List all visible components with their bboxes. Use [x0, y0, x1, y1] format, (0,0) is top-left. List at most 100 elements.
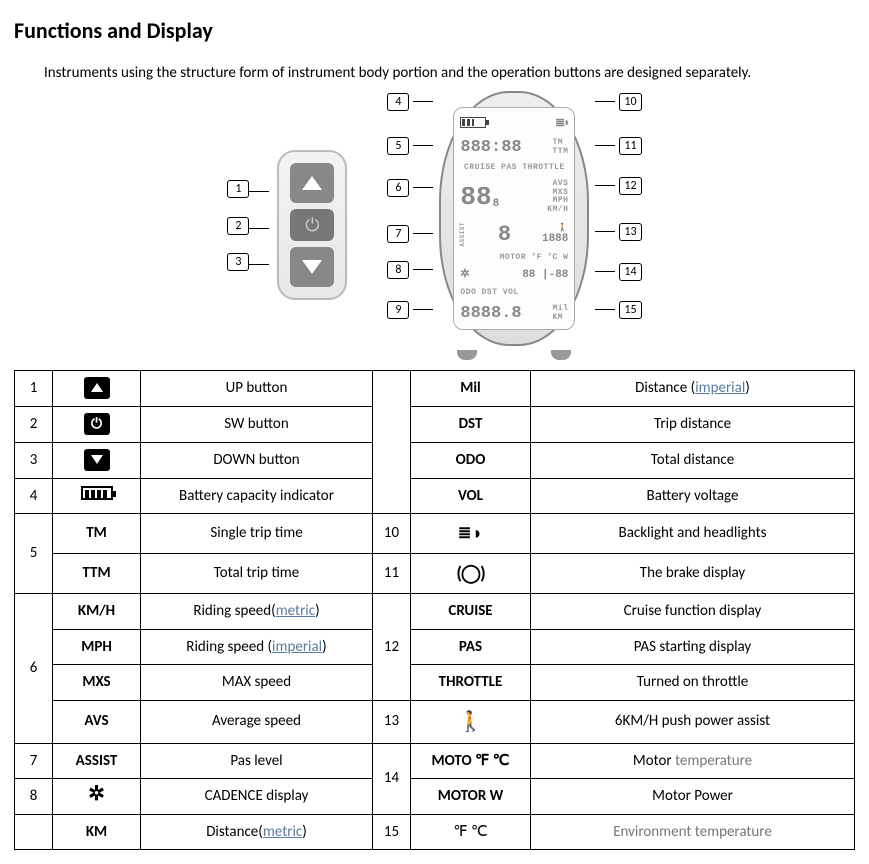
row-number: 8	[15, 779, 53, 815]
lcd-time-units: TMTTM	[553, 139, 569, 157]
row-symbol: TTM	[53, 554, 141, 594]
left-callouts: 4 5 6 7 8 9	[387, 91, 433, 319]
row-desc-right: Motor temperature	[531, 743, 855, 779]
lcd-assist: 8	[498, 224, 511, 246]
row-symbol-right: ODO	[411, 442, 531, 478]
lcd-odometer: 8888.8	[460, 305, 521, 322]
table-row: 4 Battery capacity indicator VOLBattery vo…	[15, 478, 855, 514]
power-button-icon: ⏻	[290, 209, 334, 241]
row-number: 7	[15, 743, 53, 779]
callout-14: 14	[619, 263, 641, 281]
row-number: 6	[15, 594, 53, 744]
row-number: 1	[15, 370, 53, 406]
row-symbol: MPH	[53, 629, 141, 665]
lcd-speed: 88	[460, 184, 491, 210]
lcd-temp: 88 |-88	[522, 270, 568, 281]
callout-4: 4	[387, 93, 409, 111]
row-number: 2	[15, 406, 53, 442]
remote-diagram: 1 2 3 ⏻	[227, 150, 347, 300]
row-symbol: ✲	[53, 779, 141, 815]
callout-10: 10	[619, 93, 641, 111]
headlight-icon: ≣◗	[555, 114, 568, 132]
table-row: 3DOWN buttonODOTotal distance	[15, 442, 855, 478]
diagram: 1 2 3 ⏻ 4 5 6 7 8 9 ≣◗	[14, 91, 855, 360]
row-number	[15, 814, 53, 850]
callout-9: 9	[387, 301, 409, 319]
lcd-speed-units: AVSMXS MPHKM/H	[547, 180, 568, 215]
lcd-modes: CRUISE PAS THROTTLE	[460, 164, 568, 173]
row-desc: Riding speed (imperial)	[141, 629, 373, 665]
table-row: KMDistance(metric)15℉ ℃Environment tempe…	[15, 814, 855, 850]
row-symbol: MXS	[53, 665, 141, 701]
table-row: TTMTotal trip time11(◯)The brake display	[15, 554, 855, 594]
callout-13: 13	[619, 223, 641, 241]
row-desc-right: Trip distance	[531, 406, 855, 442]
row-desc: Distance(metric)	[141, 814, 373, 850]
row-symbol-right: MOTO ℉ ℃	[411, 743, 531, 779]
display-body: ≣◗ 888:88 TMTTM CRUISE PAS THROTTLE 88 8	[439, 91, 589, 360]
row-desc: Riding speed(metric)	[141, 594, 373, 630]
row-desc-right: Cruise function display	[531, 594, 855, 630]
right-callouts: 10 11 12 13 14 15	[595, 91, 641, 319]
remote-callouts: 1 2 3	[227, 177, 269, 273]
row-desc: Total trip time	[141, 554, 373, 594]
callout-3: 3	[227, 253, 249, 271]
row-symbol-right: DST	[411, 406, 531, 442]
row-desc-right: Motor Power	[531, 779, 855, 815]
row-symbol-right: VOL	[411, 478, 531, 514]
row-number-right: 10	[373, 514, 411, 554]
row-symbol: AVS	[53, 700, 141, 743]
table-row: 2⏻SW button DSTTrip distance	[15, 406, 855, 442]
row-desc-right: Backlight and headlights	[531, 514, 855, 554]
callout-5: 5	[387, 137, 409, 155]
battery-icon	[460, 117, 486, 128]
row-number: 4	[15, 478, 53, 514]
row-desc: Average speed	[141, 700, 373, 743]
row-number: 3	[15, 442, 53, 478]
row-number-right: 13	[373, 700, 411, 743]
row-symbol-right: Mil	[411, 370, 531, 406]
table-row: AVSAverage speed13🚶6KM/H push power assi…	[15, 700, 855, 743]
row-symbol: KM	[53, 814, 141, 850]
row-desc: Pas level	[141, 743, 373, 779]
row-desc-right: PAS starting display	[531, 629, 855, 665]
row-symbol-right: MOTOR W	[411, 779, 531, 815]
callout-2: 2	[227, 217, 249, 235]
callout-7: 7	[387, 225, 409, 243]
row-symbol-right	[411, 514, 531, 554]
legend-table: 1UP buttonMilDistance (imperial)2⏻SW but…	[14, 370, 855, 851]
row-symbol-right: (◯)	[411, 554, 531, 594]
row-number-right: 15	[373, 814, 411, 850]
row-desc: Battery capacity indicator	[141, 478, 373, 514]
table-row: MPHRiding speed (imperial) PASPAS startin…	[15, 629, 855, 665]
row-desc: DOWN button	[141, 442, 373, 478]
table-row: 1UP buttonMilDistance (imperial)	[15, 370, 855, 406]
row-number-right: 14	[373, 743, 411, 814]
row-symbol-right: PAS	[411, 629, 531, 665]
lcd-motor-watts: 1888	[542, 234, 568, 245]
row-number: 5	[15, 514, 53, 594]
row-symbol: ASSIST	[53, 743, 141, 779]
row-desc-right: Turned on throttle	[531, 665, 855, 701]
row-symbol	[53, 442, 141, 478]
row-symbol: KM/H	[53, 594, 141, 630]
row-desc-right: Battery voltage	[531, 478, 855, 514]
row-desc: SW button	[141, 406, 373, 442]
row-desc-right: The brake display	[531, 554, 855, 594]
row-desc-right: 6KM/H push power assist	[531, 700, 855, 743]
table-row: 7ASSISTPas level14MOTO ℉ ℃Motor temperat…	[15, 743, 855, 779]
row-desc: Single trip time	[141, 514, 373, 554]
callout-15: 15	[619, 301, 641, 319]
row-desc: CADENCE display	[141, 779, 373, 815]
remote-body: ⏻	[277, 150, 347, 300]
callout-6: 6	[387, 179, 409, 197]
row-number-right: 12	[373, 594, 411, 701]
down-button-icon	[290, 247, 334, 287]
callout-1: 1	[227, 180, 249, 198]
row-symbol: ⏻	[53, 406, 141, 442]
row-desc: MAX speed	[141, 665, 373, 701]
row-symbol-right: THROTTLE	[411, 665, 531, 701]
page-title: Functions and Display	[14, 14, 855, 47]
row-symbol-right: CRUISE	[411, 594, 531, 630]
row-desc-right: Distance (imperial)	[531, 370, 855, 406]
